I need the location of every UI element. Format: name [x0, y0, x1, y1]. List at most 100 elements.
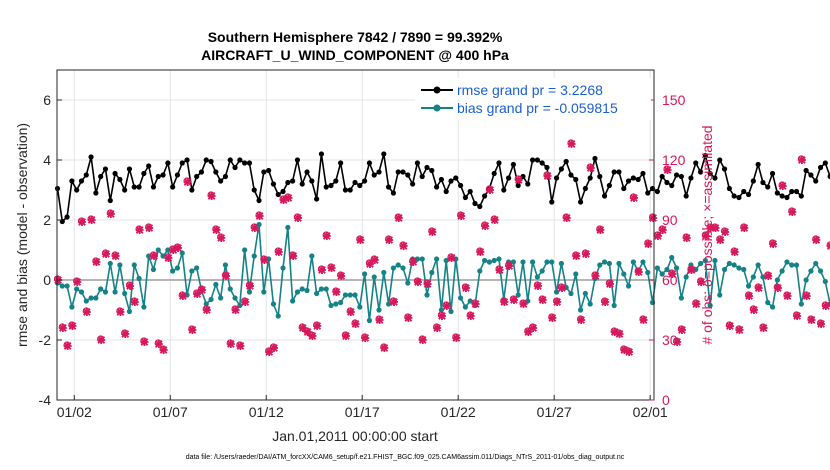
- obs-assimilated-marker: [385, 236, 394, 244]
- obs-assimilated-marker: [78, 218, 87, 226]
- rmse-data-point: [290, 178, 296, 184]
- rmse-data-point: [270, 181, 277, 187]
- rmse-data-point: [688, 175, 694, 181]
- bias-data-point: [285, 224, 291, 231]
- rmse-data-point: [510, 161, 516, 168]
- rmse-data-point: [395, 169, 401, 175]
- bias-data-point: [793, 262, 800, 268]
- bias-data-point: [678, 295, 684, 301]
- rmse-data-point: [611, 169, 617, 175]
- rmse-data-point: [237, 157, 243, 163]
- obs-assimilated-marker: [567, 140, 576, 148]
- obs-assimilated-marker: [769, 240, 778, 248]
- bias-data-point: [213, 281, 219, 288]
- x-tick-label: 01/22: [441, 404, 476, 420]
- obs-assimilated-marker: [452, 334, 461, 342]
- bias-data-point: [376, 307, 382, 313]
- rmse-data-point: [731, 193, 737, 199]
- obs-assimilated-marker: [207, 192, 216, 200]
- rmse-data-point: [400, 169, 406, 175]
- rmse-data-point: [827, 173, 830, 180]
- bias-data-point: [784, 259, 790, 265]
- rmse-data-point: [117, 176, 123, 183]
- bias-data-point: [486, 259, 492, 265]
- obs-assimilated-marker: [327, 264, 336, 272]
- left-tick-label: -2: [39, 332, 52, 348]
- bias-data-point: [347, 292, 353, 298]
- obs-assimilated-marker: [562, 214, 571, 222]
- bias-data-point: [126, 308, 133, 315]
- bias-data-point: [395, 262, 401, 268]
- bias-data-point: [429, 269, 435, 276]
- bias-data-point: [294, 289, 301, 295]
- obs-assimilated-marker: [154, 340, 163, 348]
- bias-data-point: [155, 247, 161, 253]
- bias-data-point: [189, 268, 195, 274]
- rmse-data-point: [410, 181, 416, 187]
- obs-assimilated-marker: [759, 324, 768, 332]
- rmse-data-point: [736, 194, 742, 201]
- obs-assimilated-marker: [716, 236, 725, 244]
- bias-data-point: [520, 259, 526, 265]
- obs-assimilated-marker: [682, 234, 691, 242]
- obs-assimilated-marker: [68, 322, 77, 330]
- rmse-data-point: [750, 178, 756, 184]
- rmse-data-point: [616, 169, 622, 175]
- rmse-data-point: [314, 196, 320, 202]
- obs-assimilated-marker: [217, 234, 226, 242]
- bias-data-point: [93, 295, 99, 301]
- obs-assimilated-marker: [241, 298, 250, 306]
- bias-data-point: [203, 301, 209, 307]
- obs-assimilated-marker: [548, 314, 557, 322]
- legend-rmse-label: rmse grand pr = 3.2268: [457, 82, 603, 98]
- obs-assimilated-marker: [817, 320, 826, 328]
- obs-assimilated-marker: [485, 186, 494, 194]
- obs-assimilated-marker: [692, 300, 701, 308]
- bias-data-point: [290, 298, 296, 304]
- obs-assimilated-marker: [773, 284, 782, 292]
- rmse-data-point: [112, 170, 118, 177]
- bias-data-point: [697, 260, 704, 267]
- bias-data-point: [390, 265, 397, 271]
- bias-data-point: [568, 290, 574, 297]
- rmse-data-point: [712, 175, 718, 181]
- obs-assimilated-marker: [255, 212, 264, 220]
- obs-assimilated-marker: [222, 272, 231, 280]
- obs-assimilated-marker: [778, 182, 787, 190]
- x-axis-ticks: 01/02 01/07 01/12 01/17 01/22 01/27 02/01: [57, 395, 668, 420]
- obs-assimilated-marker: [754, 284, 763, 292]
- obs-assimilated-marker: [783, 292, 792, 300]
- bias-data-point: [136, 275, 142, 282]
- rmse-data-point: [222, 173, 229, 180]
- obs-assimilated-marker: [313, 322, 322, 330]
- bias-data-point: [443, 257, 449, 264]
- bias-data-point: [107, 260, 113, 267]
- obs-assimilated-marker: [639, 316, 648, 324]
- obs-assimilated-marker: [284, 194, 293, 202]
- bias-data-point: [222, 262, 229, 268]
- rmse-data-point: [525, 181, 531, 187]
- bias-data-point: [630, 259, 636, 265]
- bias-data-point: [726, 260, 732, 267]
- rmse-data-point: [472, 200, 478, 207]
- right-tick-label: 150: [662, 92, 686, 108]
- rmse-data-point: [813, 178, 819, 184]
- rmse-data-point: [529, 157, 536, 163]
- legend: rmse grand pr = 3.2268 bias grand pr = -…: [415, 78, 651, 120]
- rmse-data-point: [817, 164, 824, 171]
- bias-data-point: [333, 301, 339, 307]
- obs-assimilated-marker: [764, 272, 773, 280]
- obs-assimilated-marker: [121, 330, 130, 338]
- rmse-data-point: [352, 179, 358, 186]
- rmse-data-point: [669, 182, 675, 189]
- rmse-data-point: [553, 175, 560, 181]
- rmse-data-point: [606, 182, 612, 189]
- obs-assimilated-marker: [735, 326, 744, 334]
- rmse-data-point: [707, 170, 713, 177]
- obs-assimilated-marker: [202, 306, 211, 314]
- rmse-data-point: [189, 187, 195, 193]
- obs-assimilated-marker: [749, 306, 758, 314]
- bias-data-point: [616, 260, 622, 267]
- bias-data-point: [645, 269, 651, 276]
